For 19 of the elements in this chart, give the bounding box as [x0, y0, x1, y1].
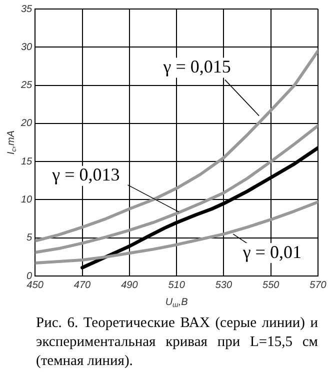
x-tick-label: 570: [310, 280, 327, 291]
x-tick-label: 490: [121, 280, 138, 291]
annotation: γ = 0,01: [242, 242, 302, 262]
annotation: γ = 0,015: [162, 56, 231, 77]
y-tick-label: 20: [20, 118, 33, 130]
y-tick-label: 25: [20, 80, 33, 92]
x-tick-label: 450: [26, 280, 44, 291]
x-tick-label: 510: [168, 280, 186, 291]
y-tick-label: 5: [26, 232, 33, 244]
y-tick-label: 30: [21, 42, 33, 53]
y-tick-label: 35: [21, 4, 33, 15]
annotation: γ = 0,013: [51, 164, 120, 185]
x-tick-label: 530: [215, 280, 232, 291]
y-tick-label: 0: [26, 270, 33, 282]
y-tick-label: 10: [21, 194, 33, 206]
text: Рис. 6. Теоретические ВАХ (серые линии) и экспериментальная кривая при L=15,5 см (темная линия).: [36, 314, 318, 371]
x-tick-label: 470: [74, 280, 92, 291]
y-tick-label: 15: [21, 156, 33, 168]
x-tick-label: 550: [262, 280, 280, 291]
